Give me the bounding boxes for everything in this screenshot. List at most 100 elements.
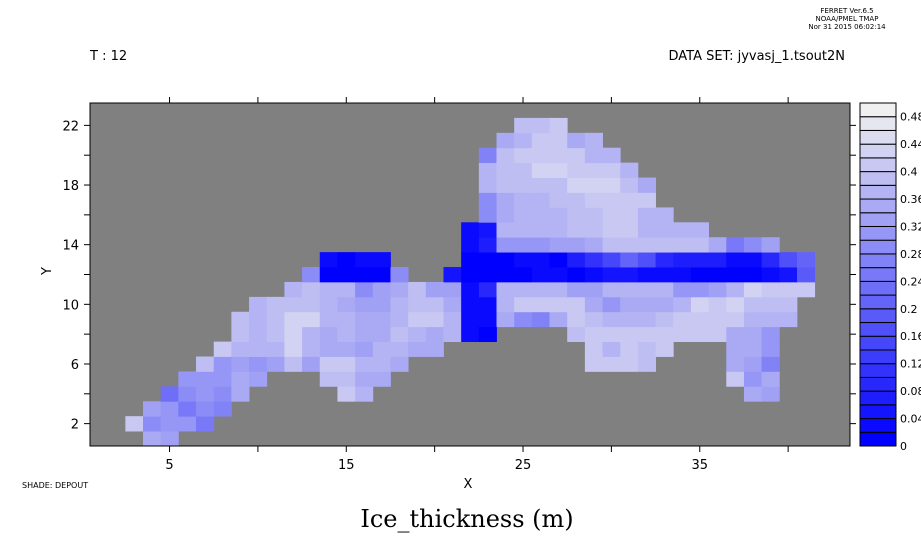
heatmap-cell — [655, 326, 674, 343]
heatmap-cell — [726, 296, 745, 313]
heatmap-cell — [779, 252, 798, 268]
heatmap-cell — [726, 311, 745, 328]
heatmap-cell — [390, 356, 409, 372]
heatmap-cell — [602, 326, 621, 343]
heatmap-cell — [196, 416, 215, 432]
colorbar-band — [859, 322, 897, 337]
heatmap-cell — [478, 267, 497, 283]
heatmap-cell — [620, 177, 639, 193]
heatmap-cell — [620, 341, 639, 357]
heatmap-cell — [655, 341, 674, 357]
colorbar-label: 0.04 — [900, 413, 921, 426]
heatmap-cell — [655, 207, 674, 223]
heatmap-cell — [514, 192, 533, 208]
heatmap-cell — [779, 311, 798, 328]
heatmap-cell — [461, 222, 480, 238]
heatmap-cell — [478, 252, 497, 268]
heatmap-cell — [266, 326, 285, 343]
dataset-label: DATA SET: jyvasj_1.tsout2N — [668, 49, 845, 64]
heatmap-cell — [337, 311, 356, 328]
heatmap-cell — [143, 431, 162, 447]
heatmap-cell — [372, 326, 391, 343]
heatmap-cell — [496, 267, 515, 283]
heatmap-cell — [567, 147, 586, 164]
colorbar-band — [859, 184, 897, 200]
heatmap-cell — [514, 177, 533, 193]
y-tick-label: 22 — [62, 119, 79, 134]
heatmap-cell — [602, 281, 621, 298]
heatmap-cell — [567, 326, 586, 343]
heatmap-cell — [443, 326, 462, 343]
colorbar-label: 0.36 — [900, 193, 921, 206]
heatmap-cell — [337, 341, 356, 357]
colorbar-band — [859, 404, 897, 420]
heatmap-cell — [461, 311, 480, 328]
heatmap-cell — [478, 222, 497, 238]
colorbar-band — [859, 212, 897, 227]
heatmap-cell — [514, 207, 533, 223]
heatmap-cell — [461, 252, 480, 268]
heatmap-cell — [796, 281, 816, 298]
heatmap-cell — [690, 267, 710, 283]
heatmap-cell — [779, 281, 798, 298]
heatmap-cell — [726, 356, 745, 372]
heatmap-cell — [655, 296, 674, 313]
heatmap-cell — [637, 222, 656, 238]
heatmap-cell — [337, 356, 356, 372]
heatmap-cell — [496, 147, 515, 164]
heatmap-cell — [690, 296, 710, 313]
heatmap-cell — [708, 252, 727, 268]
heatmap-cell — [549, 237, 568, 253]
heatmap-cell — [584, 162, 603, 178]
colorbar-band — [859, 129, 897, 145]
heatmap-cell — [726, 281, 745, 298]
colorbar-band — [859, 143, 897, 159]
heatmap-cell — [743, 311, 763, 328]
heatmap-cell — [408, 326, 427, 343]
heatmap-cell — [514, 147, 533, 164]
heatmap-cell — [584, 222, 603, 238]
heatmap-cell — [531, 192, 550, 208]
heatmap-cell — [319, 267, 338, 283]
heatmap-cell — [602, 237, 621, 253]
heatmap-cell — [284, 281, 303, 298]
heatmap-cell — [425, 311, 444, 328]
colorbar-band — [859, 418, 897, 433]
heatmap-cell — [461, 326, 480, 343]
heatmap-cell — [743, 326, 763, 343]
heatmap-cell — [319, 252, 338, 268]
heatmap-cell — [478, 326, 497, 343]
heatmap-cell — [213, 371, 232, 387]
heatmap-cell — [743, 341, 763, 357]
heatmap-cell — [531, 296, 550, 313]
heatmap-cell — [549, 132, 568, 149]
heatmap-cell — [567, 237, 586, 253]
heatmap-cell — [337, 252, 356, 268]
heatmap-cell — [743, 296, 763, 313]
heatmap-cell — [302, 296, 321, 313]
heatmap-cell — [478, 237, 497, 253]
heatmap-cell — [584, 132, 603, 149]
colorbar-band — [859, 171, 897, 186]
heatmap-cell — [602, 162, 621, 178]
heatmap-cell — [496, 207, 515, 223]
heatmap-cell — [443, 296, 462, 313]
ferret-org: NOAA/PMEL TMAP — [816, 15, 879, 23]
heatmap-cell — [496, 296, 515, 313]
heatmap-cell — [514, 237, 533, 253]
y-tick-label: 2 — [71, 418, 79, 433]
heatmap-cell — [549, 222, 568, 238]
heatmap-cell — [708, 296, 727, 313]
heatmap-cell — [602, 222, 621, 238]
heatmap-cell — [514, 117, 533, 134]
heatmap-cell — [708, 267, 727, 283]
heatmap-cell — [478, 177, 497, 193]
y-tick-label: 14 — [62, 239, 79, 254]
heatmap-cell — [690, 311, 710, 328]
heatmap-cell — [372, 267, 391, 283]
heatmap-cell — [408, 281, 427, 298]
heatmap-cell — [673, 326, 692, 343]
heatmap-cell — [302, 356, 321, 372]
heatmap-cell — [567, 222, 586, 238]
heatmap-cell — [602, 192, 621, 208]
